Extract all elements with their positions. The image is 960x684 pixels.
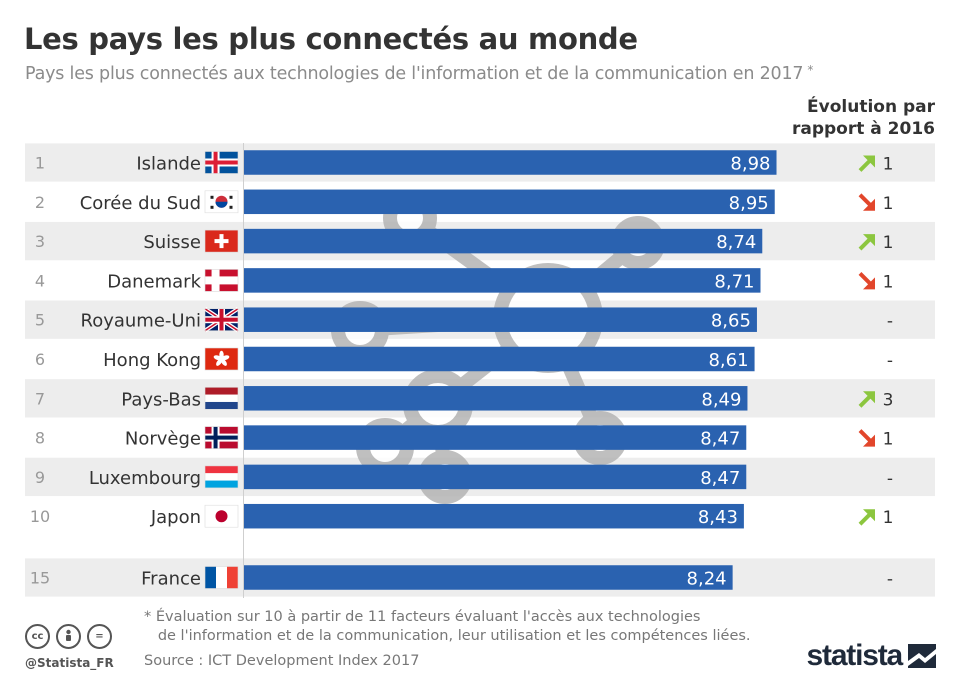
flag-iceland-icon <box>204 151 239 174</box>
down-arrow-icon <box>858 429 875 447</box>
value-label: 8,61 <box>708 350 748 371</box>
value-label: 8,43 <box>698 507 738 528</box>
page-title: Les pays les plus connectés au monde <box>24 22 638 56</box>
country-label: Royaume-Uni <box>81 311 202 332</box>
down-arrow-icon <box>858 271 875 290</box>
change-label: 1 <box>883 155 894 175</box>
statista-logo-text: statista <box>806 639 904 672</box>
country-label: Danemark <box>107 271 201 292</box>
creative-commons-icon: cc <box>25 624 50 649</box>
flag-france-icon <box>204 566 239 589</box>
down-arrow-icon <box>858 193 875 211</box>
rank-label: 5 <box>35 311 45 330</box>
country-label: Luxembourg <box>89 468 201 489</box>
change-label: - <box>887 570 893 590</box>
change-label: 1 <box>883 272 894 292</box>
license-icons: cc = <box>25 624 112 649</box>
value-label: 8,47 <box>700 429 740 450</box>
flag-south-korea-icon <box>204 190 239 214</box>
bar <box>244 150 777 175</box>
flag-norway-icon <box>204 426 239 449</box>
attribution-icon <box>56 624 81 649</box>
flag-hong-kong-icon <box>204 347 239 371</box>
flag-luxembourg-icon <box>204 465 239 489</box>
subtitle-text: Pays les plus connectés aux technologies… <box>25 64 804 84</box>
rank-label: 4 <box>35 271 45 290</box>
change-label: 1 <box>883 430 894 450</box>
value-label: 8,65 <box>711 311 751 332</box>
rank-label: 10 <box>30 507 50 526</box>
bar <box>244 464 747 490</box>
rank-label: 8 <box>35 429 45 448</box>
subtitle-star: * <box>807 63 814 77</box>
flag-united-kingdom-icon <box>203 307 240 333</box>
flag-denmark-icon <box>204 269 239 292</box>
up-arrow-icon <box>858 391 875 408</box>
country-label: Suisse <box>143 232 201 253</box>
change-label: 3 <box>883 390 894 410</box>
value-label: 8,24 <box>687 569 727 590</box>
change-label: - <box>887 469 893 489</box>
country-label: Norvège <box>125 429 201 450</box>
statista-logo: statista <box>807 639 936 673</box>
change-label: - <box>887 312 893 332</box>
value-label: 8,95 <box>729 193 769 214</box>
country-label: Corée du Sud <box>80 193 201 214</box>
no-derivatives-icon: = <box>87 624 112 649</box>
rank-label: 1 <box>35 154 45 173</box>
value-label: 8,71 <box>714 271 754 292</box>
evolution-header-line1: Évolution par <box>807 97 935 117</box>
country-label: Japon <box>150 507 201 528</box>
change-label: 1 <box>883 233 894 253</box>
bar <box>244 346 755 372</box>
rank-label: 9 <box>35 468 45 487</box>
bar <box>244 425 747 450</box>
value-label: 8,47 <box>700 468 740 489</box>
up-arrow-icon <box>858 234 875 251</box>
up-arrow-icon <box>858 155 875 172</box>
bar <box>244 503 744 529</box>
value-label: 8,74 <box>716 232 756 253</box>
rank-label: 7 <box>35 389 45 408</box>
rank-label: 15 <box>30 569 50 588</box>
bar <box>244 565 733 590</box>
page-subtitle: Pays les plus connectés aux technologies… <box>25 63 814 84</box>
bar <box>244 268 761 293</box>
value-label: 8,98 <box>730 154 770 175</box>
country-label: Hong Kong <box>103 350 201 371</box>
rank-label: 3 <box>35 232 45 251</box>
up-arrow-icon <box>858 509 875 526</box>
source-note: Source : ICT Development Index 2017 <box>144 653 420 669</box>
rank-label: 2 <box>35 193 45 212</box>
change-label: 1 <box>883 194 894 214</box>
rank-label: 6 <box>35 350 45 369</box>
evolution-header-line2: rapport à 2016 <box>791 119 935 139</box>
bar <box>244 386 748 411</box>
country-label: France <box>141 569 201 590</box>
change-label: 1 <box>883 508 894 528</box>
flag-japan-icon <box>204 504 239 528</box>
bar <box>244 307 757 332</box>
bar <box>244 189 775 215</box>
flag-switzerland-icon <box>204 229 239 253</box>
evolution-header: Évolution par rapport à 2016 <box>775 96 935 140</box>
country-label: Islande <box>136 154 201 175</box>
country-label: Pays-Bas <box>121 389 201 410</box>
twitter-handle: @Statista_FR <box>25 656 114 670</box>
footnote: * Évaluation sur 10 à partir de 11 facte… <box>144 609 751 644</box>
flag-netherlands-icon <box>204 386 239 410</box>
value-label: 8,49 <box>701 389 741 410</box>
statista-logo-icon <box>908 644 936 668</box>
bar <box>244 228 763 254</box>
change-label: - <box>887 351 893 371</box>
